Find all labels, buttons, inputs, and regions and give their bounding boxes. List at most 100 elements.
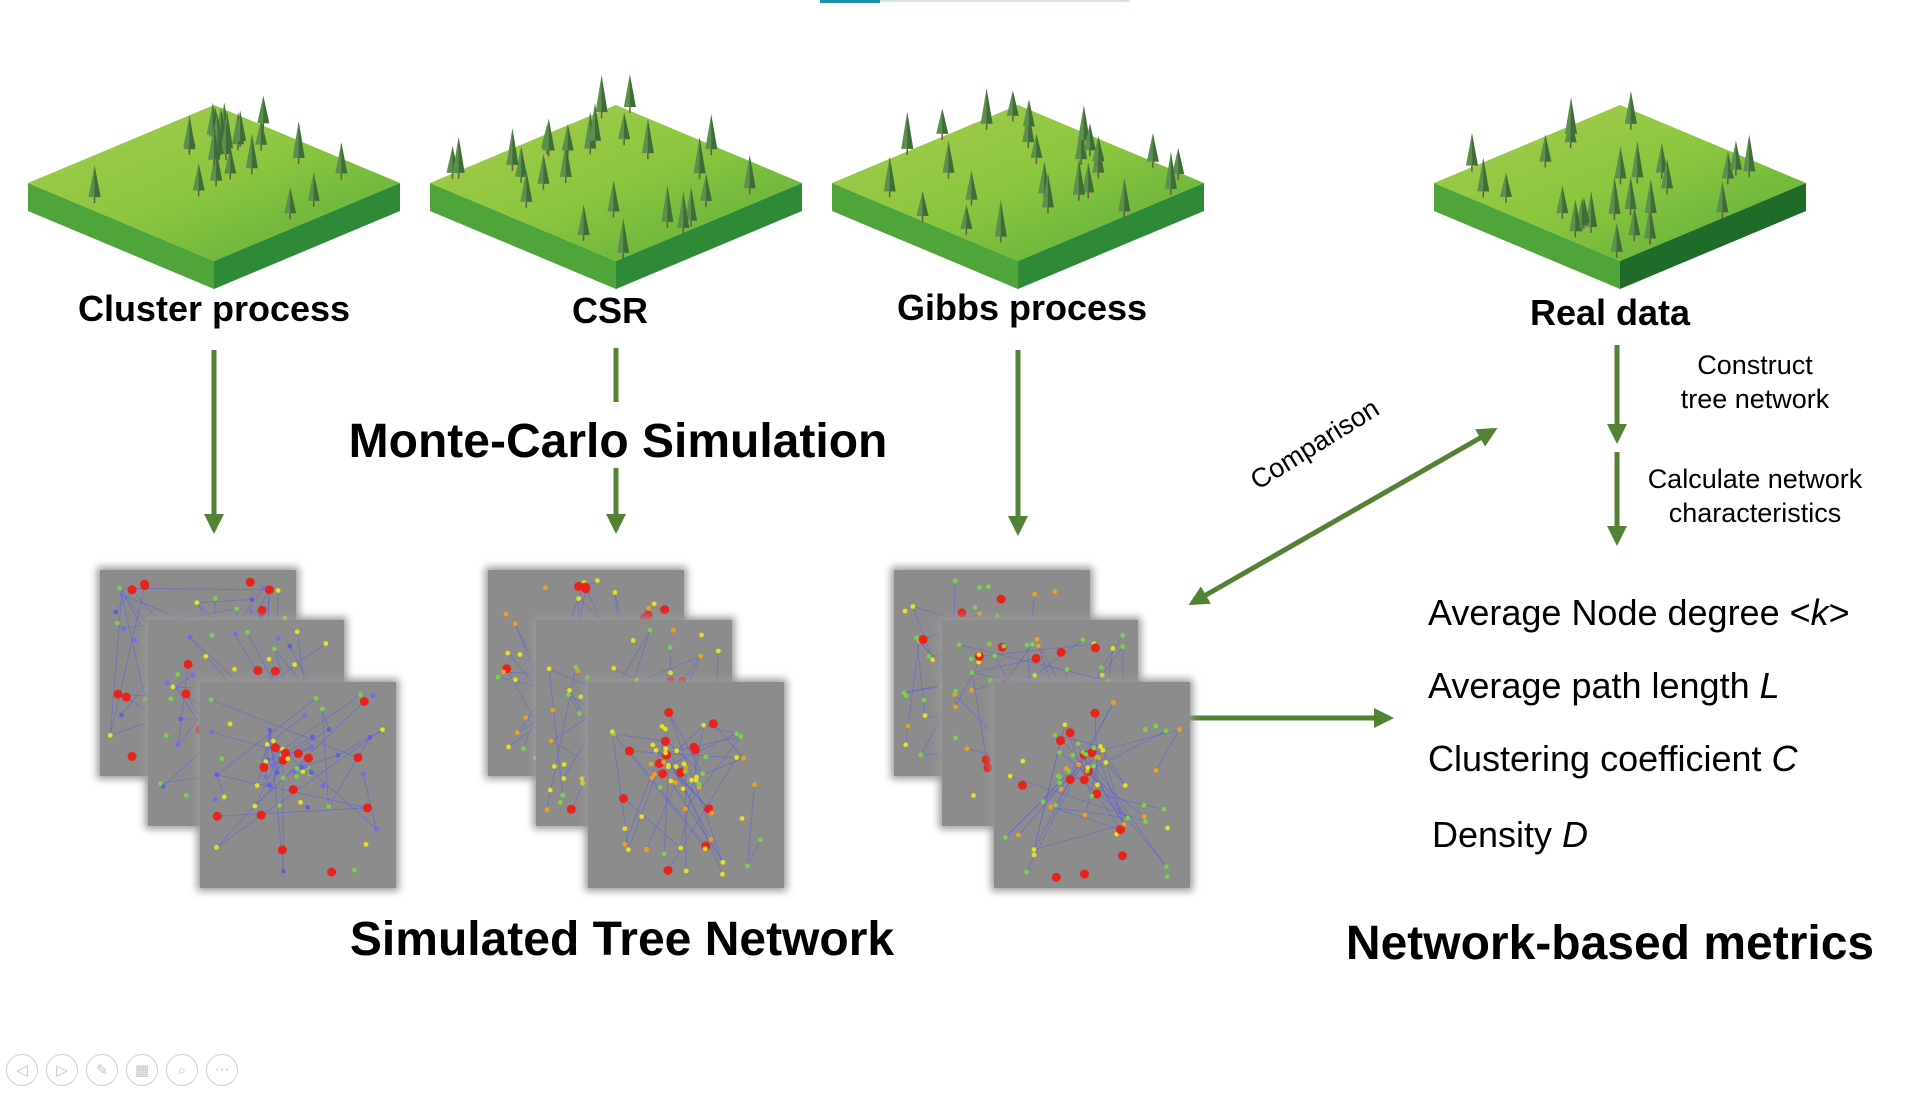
network-node: [214, 773, 219, 778]
network-image: [991, 679, 1193, 891]
metric-node-degree: Average Node degree <k>: [1428, 592, 1850, 634]
network-thumbnails: [97, 567, 1193, 891]
tree-crown-shade: [1736, 141, 1742, 170]
network-node: [673, 780, 678, 785]
network-node: [581, 584, 590, 593]
metric-clustering: Clustering coefficient C: [1428, 738, 1798, 780]
network-node: [957, 642, 962, 647]
network-node: [299, 765, 304, 770]
simulated-network-heading: Simulated Tree Network: [350, 912, 894, 967]
network-node: [234, 606, 239, 611]
network-node: [560, 793, 565, 798]
network-node: [222, 795, 227, 800]
network-node: [305, 805, 310, 810]
tree-icon: [901, 112, 913, 155]
tree-crown-shade: [1090, 123, 1096, 150]
network-node: [622, 826, 627, 831]
network-node: [567, 688, 572, 693]
network-node: [265, 585, 274, 594]
comparison-arrow: [1192, 430, 1494, 603]
network-node: [245, 630, 250, 635]
network-node: [910, 604, 915, 609]
network-node: [321, 783, 326, 788]
network-node: [1020, 759, 1025, 764]
network-node: [364, 842, 369, 847]
network-node: [171, 685, 176, 690]
network-node: [668, 645, 673, 650]
csr-label: CSR: [572, 290, 648, 332]
network-node: [1083, 812, 1088, 817]
forest-illustrations: [28, 74, 1806, 289]
more-options-icon[interactable]: ···: [206, 1054, 238, 1086]
network-node: [1036, 643, 1041, 648]
gibbs-process-label: Gibbs process: [897, 287, 1147, 329]
network-node: [1085, 765, 1090, 770]
slides-grid-icon[interactable]: ▦: [126, 1054, 158, 1086]
tree-icon: [624, 74, 636, 113]
pen-icon[interactable]: ✎: [86, 1054, 118, 1086]
gibbs-forest: [832, 88, 1204, 289]
network-node: [190, 673, 195, 678]
tree-crown-shade: [1153, 133, 1159, 161]
network-node: [327, 727, 332, 732]
network-node: [740, 816, 745, 821]
network-node: [249, 597, 254, 602]
network-node: [663, 750, 668, 755]
network-node: [513, 677, 518, 682]
network-node: [646, 606, 651, 611]
network-node: [113, 610, 118, 615]
metric-path-length: Average path length L: [1428, 665, 1780, 707]
network-node: [658, 785, 663, 790]
network-node: [1008, 774, 1013, 779]
zoom-icon[interactable]: ⌕: [166, 1054, 198, 1086]
network-node: [298, 800, 303, 805]
network-node: [1120, 644, 1125, 649]
network-node: [698, 654, 703, 659]
network-node: [625, 747, 634, 756]
network-node: [639, 814, 644, 819]
network-node: [1024, 870, 1029, 875]
network-node: [323, 641, 328, 646]
monte-carlo-heading: Monte-Carlo Simulation: [349, 414, 888, 469]
network-node: [210, 633, 215, 638]
network-node: [523, 715, 528, 720]
network-node: [977, 585, 982, 590]
network-node: [1164, 728, 1169, 733]
cluster-forest: [28, 96, 400, 289]
tree-icon: [705, 114, 717, 155]
network-node: [281, 775, 286, 780]
network-node: [577, 711, 582, 716]
tree-crown-shade: [602, 75, 608, 112]
network-node: [661, 737, 670, 746]
network-node: [1100, 748, 1105, 753]
construct-network-note: Construct tree network: [1645, 348, 1865, 416]
network-node: [209, 697, 214, 702]
network-node: [1099, 665, 1104, 670]
network-node: [117, 586, 122, 591]
network-node: [548, 788, 553, 793]
network-node: [595, 578, 600, 583]
network-node: [276, 588, 281, 593]
network-node: [1161, 807, 1166, 812]
network-node: [1143, 819, 1148, 824]
network-node: [1080, 870, 1089, 879]
network-node: [1091, 709, 1100, 718]
network-node: [674, 764, 679, 769]
network-node: [1095, 782, 1100, 787]
tree-crown-shade: [711, 114, 717, 149]
prev-slide-icon[interactable]: ◁: [6, 1054, 38, 1086]
tree-crown-shade: [987, 88, 993, 123]
next-slide-icon[interactable]: ▷: [46, 1054, 78, 1086]
network-node: [663, 866, 672, 875]
network-node: [708, 837, 713, 842]
network-node: [327, 868, 336, 877]
tree-crown-shade: [1631, 91, 1637, 124]
network-node: [128, 752, 137, 761]
network-node: [610, 729, 615, 734]
network-node: [1125, 816, 1130, 821]
network-node: [666, 764, 671, 769]
network-node: [371, 693, 376, 698]
network-node: [1001, 644, 1006, 649]
network-node: [547, 666, 552, 671]
tree-crown-shade: [263, 96, 269, 123]
